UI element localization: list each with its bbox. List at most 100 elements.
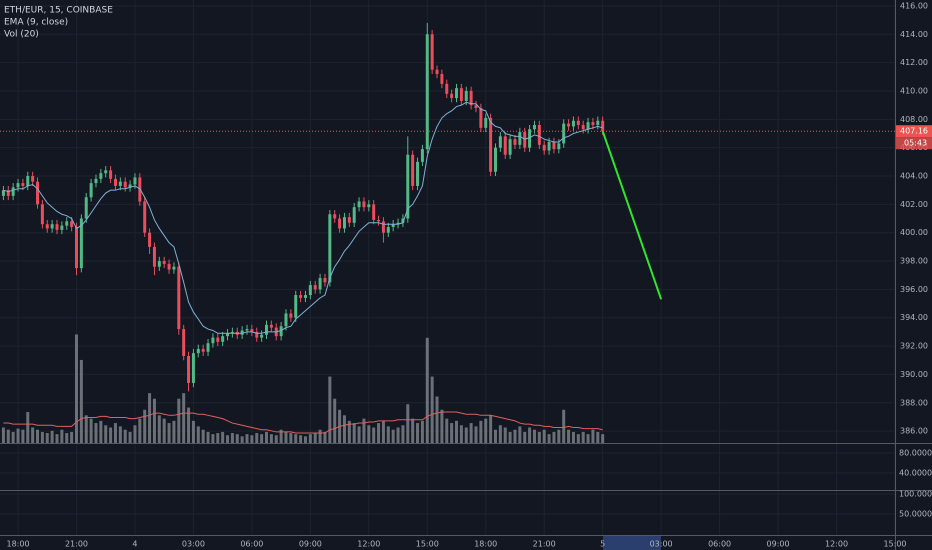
candle-body (104, 170, 108, 174)
candle-body (367, 204, 371, 208)
candle-body (191, 353, 195, 383)
x-tick-label: 12:00 (357, 540, 380, 549)
volume-bar (45, 433, 49, 443)
candle-body (391, 224, 395, 228)
candle-body (99, 173, 103, 179)
volume-bar (425, 337, 429, 443)
candle-body (50, 224, 54, 229)
candle-body (182, 329, 186, 356)
candle-body (430, 34, 434, 70)
volume-bar (230, 433, 234, 443)
volume-bar (508, 431, 512, 443)
pane-tick-label: 100.0000 (899, 490, 932, 499)
candle-body (552, 141, 556, 150)
volume-bar (459, 425, 463, 443)
candle-body (260, 334, 264, 338)
candle-body (377, 219, 381, 222)
candle-body (177, 266, 181, 330)
volume-bar (479, 420, 483, 443)
candle-body (416, 161, 420, 186)
volume-bar (196, 426, 200, 443)
volume-bar (396, 427, 400, 443)
candle-body (1, 190, 5, 196)
x-tick-label: 06:00 (708, 540, 731, 549)
candle-body (455, 88, 459, 99)
volume-bar (157, 415, 161, 443)
candle-body (172, 266, 176, 270)
volume-bar (435, 396, 439, 443)
y-tick-label: 386.00 (900, 427, 928, 436)
candle-body (240, 330, 244, 335)
volume-bar (235, 434, 239, 443)
candle-body (216, 337, 220, 342)
candle-body (381, 221, 385, 233)
volume-bar (201, 429, 205, 443)
candle-body (601, 120, 605, 132)
volume-bar (532, 429, 536, 443)
candle-body (567, 123, 571, 127)
volume-bar (455, 420, 459, 443)
volume-bar (65, 433, 69, 443)
volume-bar (596, 431, 600, 443)
volume-bar (411, 418, 415, 443)
volume-bar (191, 420, 195, 443)
time-range-highlight (603, 536, 661, 550)
volume-bar (347, 420, 351, 443)
volume-bar (450, 423, 454, 443)
candle-body (576, 120, 580, 125)
candle-body (464, 90, 468, 101)
candle-body (118, 181, 122, 186)
y-tick-label: 390.00 (900, 370, 928, 379)
x-tick-label: 03:00 (650, 540, 673, 549)
candle-body (6, 190, 10, 196)
candle-body (308, 285, 312, 296)
volume-bar (255, 433, 259, 443)
candle-body (74, 227, 78, 269)
volume-bar (401, 425, 405, 443)
candle-body (230, 331, 234, 334)
candle-body (469, 90, 473, 106)
candle-body (143, 201, 147, 233)
candle-body (133, 177, 137, 185)
volume-bar (133, 425, 137, 443)
x-tick-label: 21:00 (533, 540, 556, 549)
candle-body (532, 124, 536, 130)
y-tick-label: 410.00 (900, 86, 928, 95)
volume-bar (11, 431, 15, 443)
volume-bar (308, 434, 312, 443)
candle-body (303, 295, 307, 298)
y-tick-label: 398.00 (900, 257, 928, 266)
volume-bar (89, 418, 93, 443)
candle-body (342, 217, 346, 229)
candle-body (503, 136, 507, 155)
volume-bar (518, 426, 522, 443)
candle-body (528, 129, 532, 148)
candle-body (547, 141, 551, 151)
volume-bar (381, 420, 385, 443)
volume-bar (542, 429, 546, 443)
candle-body (313, 285, 317, 290)
volume-bar (362, 418, 366, 443)
volume-bar (567, 429, 571, 443)
candle-body (586, 122, 590, 130)
symbol-title: ETH/EUR, 15, COINBASE (4, 6, 113, 16)
y-tick-label: 416.00 (900, 1, 928, 10)
volume-bar (21, 429, 25, 443)
candle-body (21, 183, 25, 186)
candle-body (299, 295, 303, 298)
candle-body (65, 221, 69, 226)
candle-body (289, 313, 293, 318)
volume-bar (79, 359, 83, 443)
volume-bar (352, 423, 356, 443)
x-tick-label: 4 (132, 540, 137, 549)
indicator-label: Vol (20) (4, 30, 39, 40)
y-tick-label: 408.00 (900, 115, 928, 124)
candle-body (279, 326, 283, 337)
volume-bar (162, 418, 166, 443)
volume-bar (167, 423, 171, 443)
volume-bar (55, 434, 59, 443)
candle-body (518, 132, 522, 145)
volume-bar (50, 430, 54, 443)
volume-bar (1, 427, 5, 443)
candle-body (435, 69, 439, 74)
